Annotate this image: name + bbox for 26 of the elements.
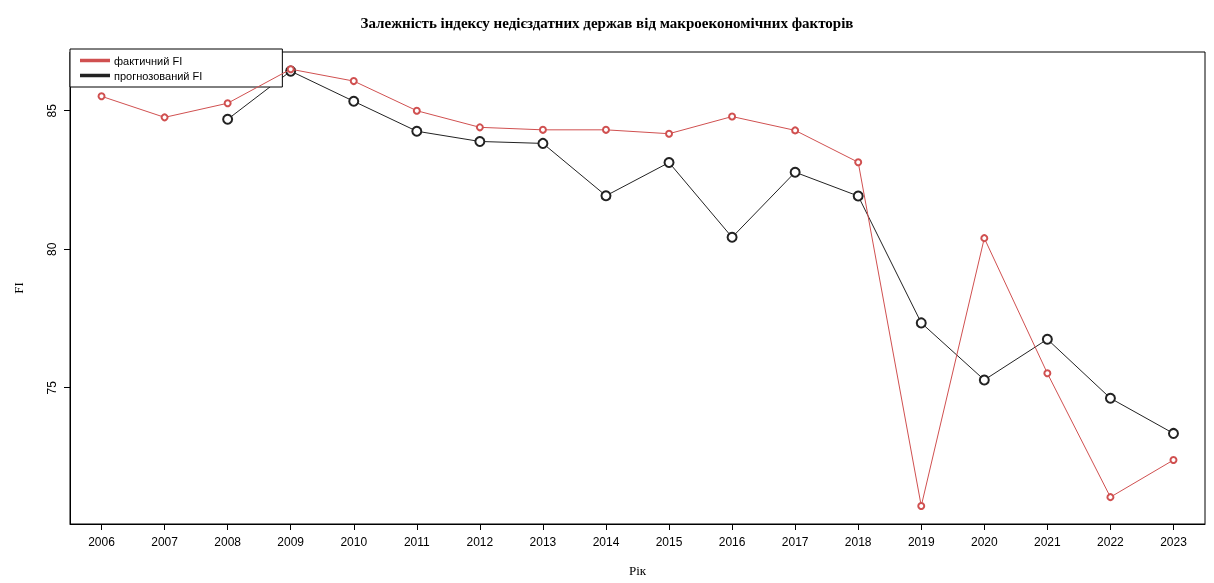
chart-title: Залежність індексу недієздатних держав від макроекономічних факторів — [360, 14, 854, 31]
x-tick-label: 2022 — [1097, 535, 1125, 549]
x-tick-label: 2007 — [151, 535, 179, 549]
legend-label: фактичний FI — [114, 54, 183, 67]
y-axis-title: FI — [11, 282, 26, 294]
x-tick-label: 2017 — [781, 535, 809, 549]
x-tick-label: 2019 — [907, 535, 935, 549]
x-tick-label: 2021 — [1034, 535, 1062, 549]
x-tick-label: 2016 — [718, 535, 746, 549]
x-tick-label: 2010 — [340, 535, 368, 549]
x-axis-title: Рік — [628, 563, 647, 578]
x-tick-label: 2006 — [88, 535, 116, 549]
x-tick-label: 2015 — [655, 535, 683, 549]
x-tick-label: 2011 — [403, 535, 431, 549]
x-tick-label: 2014 — [592, 535, 620, 549]
y-tick-label: 80 — [45, 242, 59, 256]
x-tick-label: 2023 — [1160, 535, 1188, 549]
x-tick-label: 2009 — [277, 535, 305, 549]
y-tick-label: 75 — [45, 380, 59, 395]
y-tick-label: 85 — [45, 103, 59, 118]
x-tick-label: 2008 — [214, 535, 242, 549]
x-tick-label: 2020 — [970, 535, 998, 549]
legend-label: прогнозований FI — [114, 69, 203, 82]
x-tick-label: 2018 — [844, 535, 872, 549]
x-tick-label: 2012 — [466, 535, 494, 549]
x-tick-label: 2013 — [529, 535, 557, 549]
